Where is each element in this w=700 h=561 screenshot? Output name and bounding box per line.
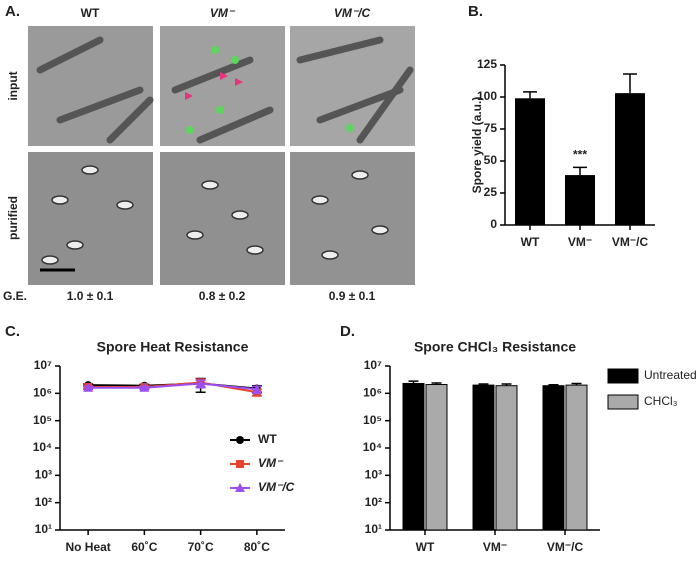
y-tick-label: 10⁷ xyxy=(364,358,382,372)
legend-label: VM⁻/C xyxy=(258,480,295,494)
micrographs xyxy=(28,26,415,285)
y-tick-label: 10¹ xyxy=(365,522,382,536)
y-tick-label: 10² xyxy=(365,495,382,509)
column-label: VM⁻/C xyxy=(334,6,371,20)
bar xyxy=(565,175,595,225)
x-tick-label: 60˚C xyxy=(131,540,157,554)
row-label: purified xyxy=(6,196,20,240)
micrograph xyxy=(290,152,415,285)
y-tick-label: 0 xyxy=(490,217,497,231)
marker xyxy=(83,382,94,392)
y-tick-label: 10² xyxy=(35,495,52,509)
legend-swatch xyxy=(607,368,639,384)
column-label: VM⁻ xyxy=(210,6,236,20)
y-tick-label: 75 xyxy=(484,121,498,135)
marker xyxy=(235,483,245,492)
ge-value: 0.9 ± 0.1 xyxy=(329,289,376,303)
annotation: *** xyxy=(573,148,587,162)
y-tick-label: 10³ xyxy=(35,468,52,482)
y-tick-label: 10⁶ xyxy=(33,386,52,400)
marker xyxy=(251,384,262,394)
error-bar xyxy=(523,91,537,99)
y-tick-label: 125 xyxy=(477,57,497,71)
panel-label: C. xyxy=(5,323,20,340)
bar xyxy=(542,385,565,531)
marker xyxy=(139,382,150,392)
x-tick-label: VM⁻/C xyxy=(612,235,649,249)
ge-label: G.E. xyxy=(3,289,27,303)
y-axis-label: Spore yield (a.u.) xyxy=(470,97,484,194)
y-tick-label: 10⁶ xyxy=(363,386,382,400)
x-tick-label: VM⁻ xyxy=(568,235,592,249)
error-bar xyxy=(573,166,587,176)
panel-label: B. xyxy=(468,3,483,20)
chart-title: Spore CHCl₃ Resistance xyxy=(414,339,576,355)
legend-label: Untreated xyxy=(644,368,697,382)
x-tick-label: 70˚C xyxy=(188,540,214,554)
bar xyxy=(495,385,518,531)
y-tick-label: 10⁵ xyxy=(363,413,382,427)
panel-label: A. xyxy=(5,3,20,20)
legend-label: VM⁻ xyxy=(258,456,284,470)
x-tick-label: 80˚C xyxy=(244,540,270,554)
chart-title: Spore Heat Resistance xyxy=(97,339,249,355)
y-tick-label: 10¹ xyxy=(35,522,52,536)
y-tick-label: 10⁷ xyxy=(34,358,52,372)
y-tick-label: 100 xyxy=(477,89,497,103)
marker xyxy=(236,436,244,444)
bar xyxy=(615,93,645,225)
column-label: WT xyxy=(81,6,100,20)
x-tick-label: No Heat xyxy=(65,540,110,554)
y-tick-label: 10⁵ xyxy=(33,413,52,427)
x-tick-label: VM⁻ xyxy=(483,540,507,554)
legend-label: CHCl₃ xyxy=(644,394,678,408)
bar xyxy=(402,382,425,531)
line xyxy=(88,382,257,391)
y-tick-label: 10³ xyxy=(365,468,382,482)
bar xyxy=(515,98,545,225)
micrograph xyxy=(160,152,285,285)
marker xyxy=(195,378,206,388)
legend-swatch xyxy=(607,394,639,410)
bar xyxy=(565,384,588,531)
x-tick-label: WT xyxy=(521,235,540,249)
marker xyxy=(236,460,244,468)
bar xyxy=(425,384,448,531)
x-tick-label: WT xyxy=(416,540,435,554)
legend-label: WT xyxy=(258,432,277,446)
y-tick-label: 10⁴ xyxy=(33,440,52,454)
x-tick-label: VM⁻/C xyxy=(547,540,584,554)
bar xyxy=(472,384,495,531)
row-label: input xyxy=(6,71,20,100)
y-tick-label: 50 xyxy=(484,153,498,167)
y-tick-label: 10⁴ xyxy=(363,440,382,454)
ge-value: 1.0 ± 0.1 xyxy=(67,289,114,303)
ge-value: 0.8 ± 0.2 xyxy=(199,289,246,303)
panel-label: D. xyxy=(340,323,355,340)
y-tick-label: 25 xyxy=(484,185,498,199)
error-bar xyxy=(623,73,637,94)
